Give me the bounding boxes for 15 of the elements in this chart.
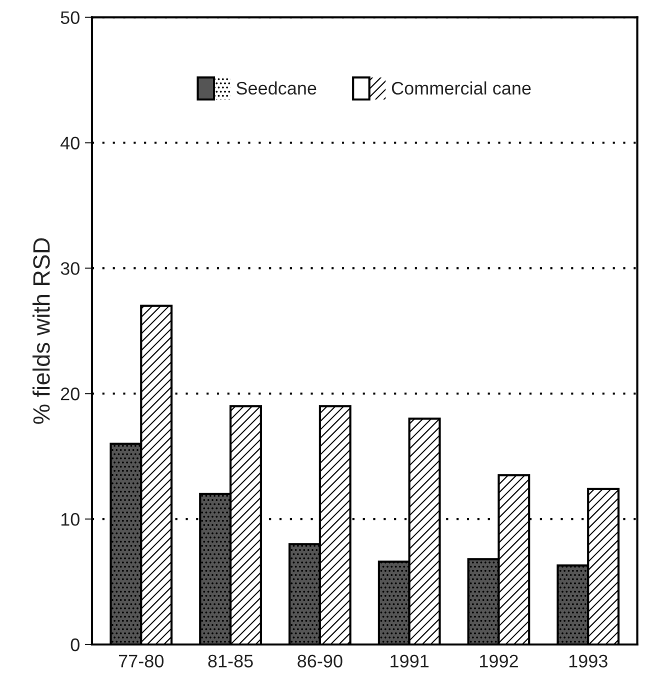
y-tick-label: 40 — [60, 136, 80, 150]
y-tick-label: 20 — [61, 388, 80, 400]
x-tick-label: 1993 — [569, 654, 608, 668]
y-tick-label: 30 — [60, 262, 80, 275]
legend-label: Seedcane — [236, 81, 316, 95]
x-tick-label: 1992 — [480, 654, 518, 668]
y-tick-label: 10 — [61, 512, 80, 526]
legend-label: Commercial cane — [392, 81, 531, 95]
x-tick-label: 81-85 — [208, 654, 253, 668]
y-tick-label: 0 — [70, 638, 80, 652]
y-axis-title: % fields with RSD — [32, 238, 50, 424]
x-tick-label: 1991 — [390, 654, 429, 668]
x-tick-label: 77-80 — [118, 654, 164, 668]
x-tick-label: 86-90 — [298, 654, 342, 668]
y-tick-label: 50 — [60, 11, 80, 24]
